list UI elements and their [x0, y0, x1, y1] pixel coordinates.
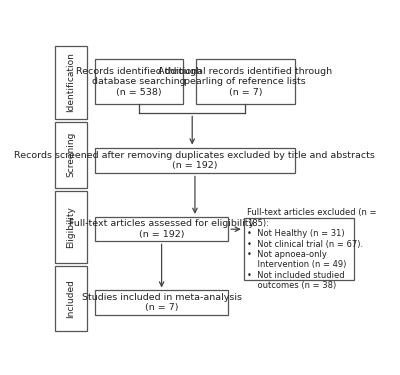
- Text: Records identified through
database searching
(n = 538): Records identified through database sear…: [76, 67, 202, 97]
- Text: Identification: Identification: [66, 53, 76, 112]
- FancyBboxPatch shape: [244, 218, 354, 280]
- FancyBboxPatch shape: [55, 46, 87, 118]
- Text: Included: Included: [66, 279, 76, 318]
- Text: Eligibility: Eligibility: [66, 206, 76, 248]
- FancyBboxPatch shape: [196, 59, 295, 104]
- FancyBboxPatch shape: [95, 290, 228, 315]
- Text: Full-text articles excluded (n =
185):
•  Not Healthy (n = 31)
•  Not clinical t: Full-text articles excluded (n = 185): •…: [248, 209, 377, 290]
- Text: Screening: Screening: [66, 132, 76, 177]
- FancyBboxPatch shape: [55, 191, 87, 263]
- FancyBboxPatch shape: [95, 59, 183, 104]
- Text: Full-text articles assessed for eligibility
(n = 192): Full-text articles assessed for eligibil…: [69, 219, 254, 239]
- FancyBboxPatch shape: [95, 217, 228, 242]
- FancyBboxPatch shape: [95, 147, 295, 174]
- FancyBboxPatch shape: [55, 122, 87, 188]
- Text: Additional records identified through
pearling of reference lists
(n = 7): Additional records identified through pe…: [158, 67, 332, 97]
- Text: Records screened after removing duplicates excluded by title and abstracts
(n = : Records screened after removing duplicat…: [14, 151, 375, 170]
- FancyBboxPatch shape: [55, 266, 87, 331]
- Text: Studies included in meta-analysis
(n = 7): Studies included in meta-analysis (n = 7…: [82, 293, 242, 312]
